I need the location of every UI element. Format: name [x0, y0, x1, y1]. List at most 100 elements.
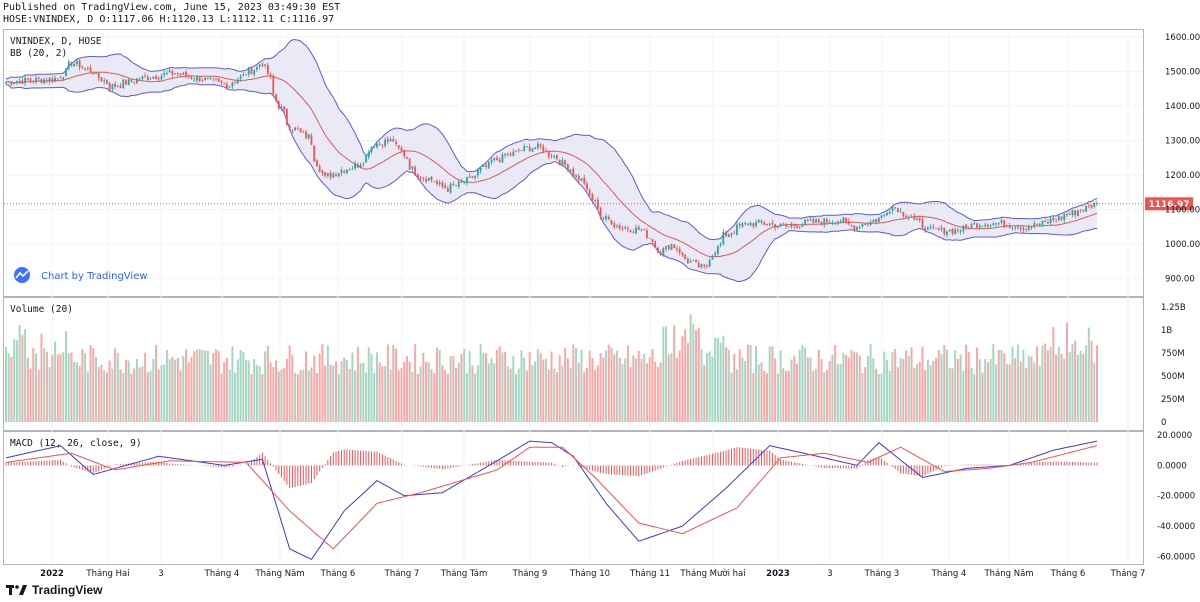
- candle-body: [24, 77, 26, 84]
- candle-body: [596, 199, 599, 209]
- volume-bar: [733, 354, 736, 422]
- volume-tick-label: 250M: [1161, 395, 1185, 405]
- volume-bar: [605, 350, 608, 422]
- volume-bar: [656, 366, 659, 422]
- volume-bar: [523, 357, 526, 422]
- candle-body: [1060, 216, 1063, 220]
- volume-bar: [525, 370, 528, 422]
- candle-body: [95, 72, 97, 74]
- volume-bar: [915, 364, 918, 422]
- volume-bar: [310, 367, 313, 422]
- candle-body: [1025, 228, 1027, 230]
- candle-body: [997, 223, 1000, 225]
- candle-body: [1047, 222, 1049, 224]
- macd-histogram: [5, 447, 1098, 489]
- candle-body: [839, 221, 842, 223]
- candle-body: [378, 143, 381, 145]
- time-tick-label: Tháng 10: [569, 569, 610, 579]
- volume-bar: [15, 340, 18, 422]
- candle-body: [1057, 216, 1060, 221]
- candle-body: [370, 147, 373, 152]
- candle-body: [1068, 214, 1071, 215]
- volume-bar: [714, 337, 717, 422]
- candle-body: [954, 229, 957, 234]
- candle-body: [689, 261, 692, 263]
- candle-body: [310, 135, 313, 145]
- volume-bar: [1065, 322, 1068, 422]
- volume-bar: [100, 364, 103, 422]
- candle-body: [594, 200, 597, 202]
- volume-bar: [951, 368, 954, 422]
- volume-bar: [667, 354, 670, 422]
- volume-bar: [929, 365, 932, 422]
- volume-bar: [444, 369, 447, 422]
- volume-bar: [981, 372, 984, 422]
- volume-bar: [351, 352, 354, 422]
- volume-bar: [89, 345, 92, 422]
- volume-bar: [452, 356, 455, 422]
- volume-bar: [430, 369, 433, 422]
- candle-body: [1014, 227, 1017, 229]
- candle-body: [959, 231, 962, 233]
- volume-bar: [599, 353, 602, 422]
- candle-body: [542, 146, 545, 152]
- candle-body: [1077, 210, 1079, 217]
- volume-bar: [149, 370, 152, 422]
- volume-bar: [817, 349, 820, 422]
- volume-bar: [596, 365, 599, 422]
- volume-bar: [877, 374, 880, 422]
- candle-body: [261, 64, 264, 66]
- volume-bar: [411, 372, 414, 422]
- candle-body: [457, 181, 460, 187]
- candle-body: [400, 147, 403, 152]
- volume-bar: [973, 373, 976, 422]
- candle-body: [354, 163, 357, 169]
- volume-bar: [954, 350, 957, 422]
- candle-body: [97, 72, 100, 79]
- volume-bar: [659, 362, 662, 422]
- volume-bar: [193, 350, 196, 422]
- candle-body: [1044, 221, 1047, 223]
- candle-body: [531, 148, 534, 152]
- candle-body: [662, 248, 665, 255]
- volume-bar: [299, 370, 302, 422]
- volume-bar: [408, 361, 411, 422]
- time-tick-label: 3: [158, 569, 163, 579]
- volume-bar: [924, 370, 927, 422]
- volume-bar: [476, 365, 479, 422]
- volume-bar: [400, 368, 403, 422]
- volume-bar: [948, 367, 951, 422]
- candle-body: [163, 73, 166, 76]
- volume-bar: [1000, 349, 1003, 422]
- candle-body: [215, 78, 217, 80]
- candle-body: [711, 255, 714, 260]
- candle-body: [313, 145, 316, 162]
- volume-bar: [59, 354, 62, 422]
- volume-bar: [670, 352, 673, 422]
- volume-bar: [872, 358, 875, 422]
- price-tick-label: 1000.00: [1165, 240, 1200, 250]
- candle-body: [463, 182, 466, 184]
- candle-body: [1071, 210, 1074, 216]
- candle-body: [176, 73, 179, 75]
- candle-body: [272, 76, 275, 95]
- volume-bar: [692, 324, 695, 422]
- volume-bar: [984, 359, 987, 422]
- candle-body: [228, 86, 231, 88]
- volume-bar: [348, 369, 351, 422]
- candle-body: [776, 226, 779, 228]
- ohlc-line: HOSE:VNINDEX, D O:1117.06 H:1120.13 L:11…: [3, 14, 335, 25]
- candle-body: [749, 222, 752, 226]
- candle-body: [755, 221, 757, 227]
- volume-bar: [174, 359, 177, 422]
- volume-bar: [135, 359, 138, 422]
- candle-body: [427, 177, 430, 181]
- candle-body: [987, 224, 989, 227]
- volume-bar: [583, 372, 586, 422]
- candle-body: [910, 216, 913, 218]
- candle-body: [564, 160, 567, 165]
- volume-bar: [321, 344, 324, 422]
- candle-body: [185, 71, 187, 76]
- volume-bar: [1052, 327, 1055, 422]
